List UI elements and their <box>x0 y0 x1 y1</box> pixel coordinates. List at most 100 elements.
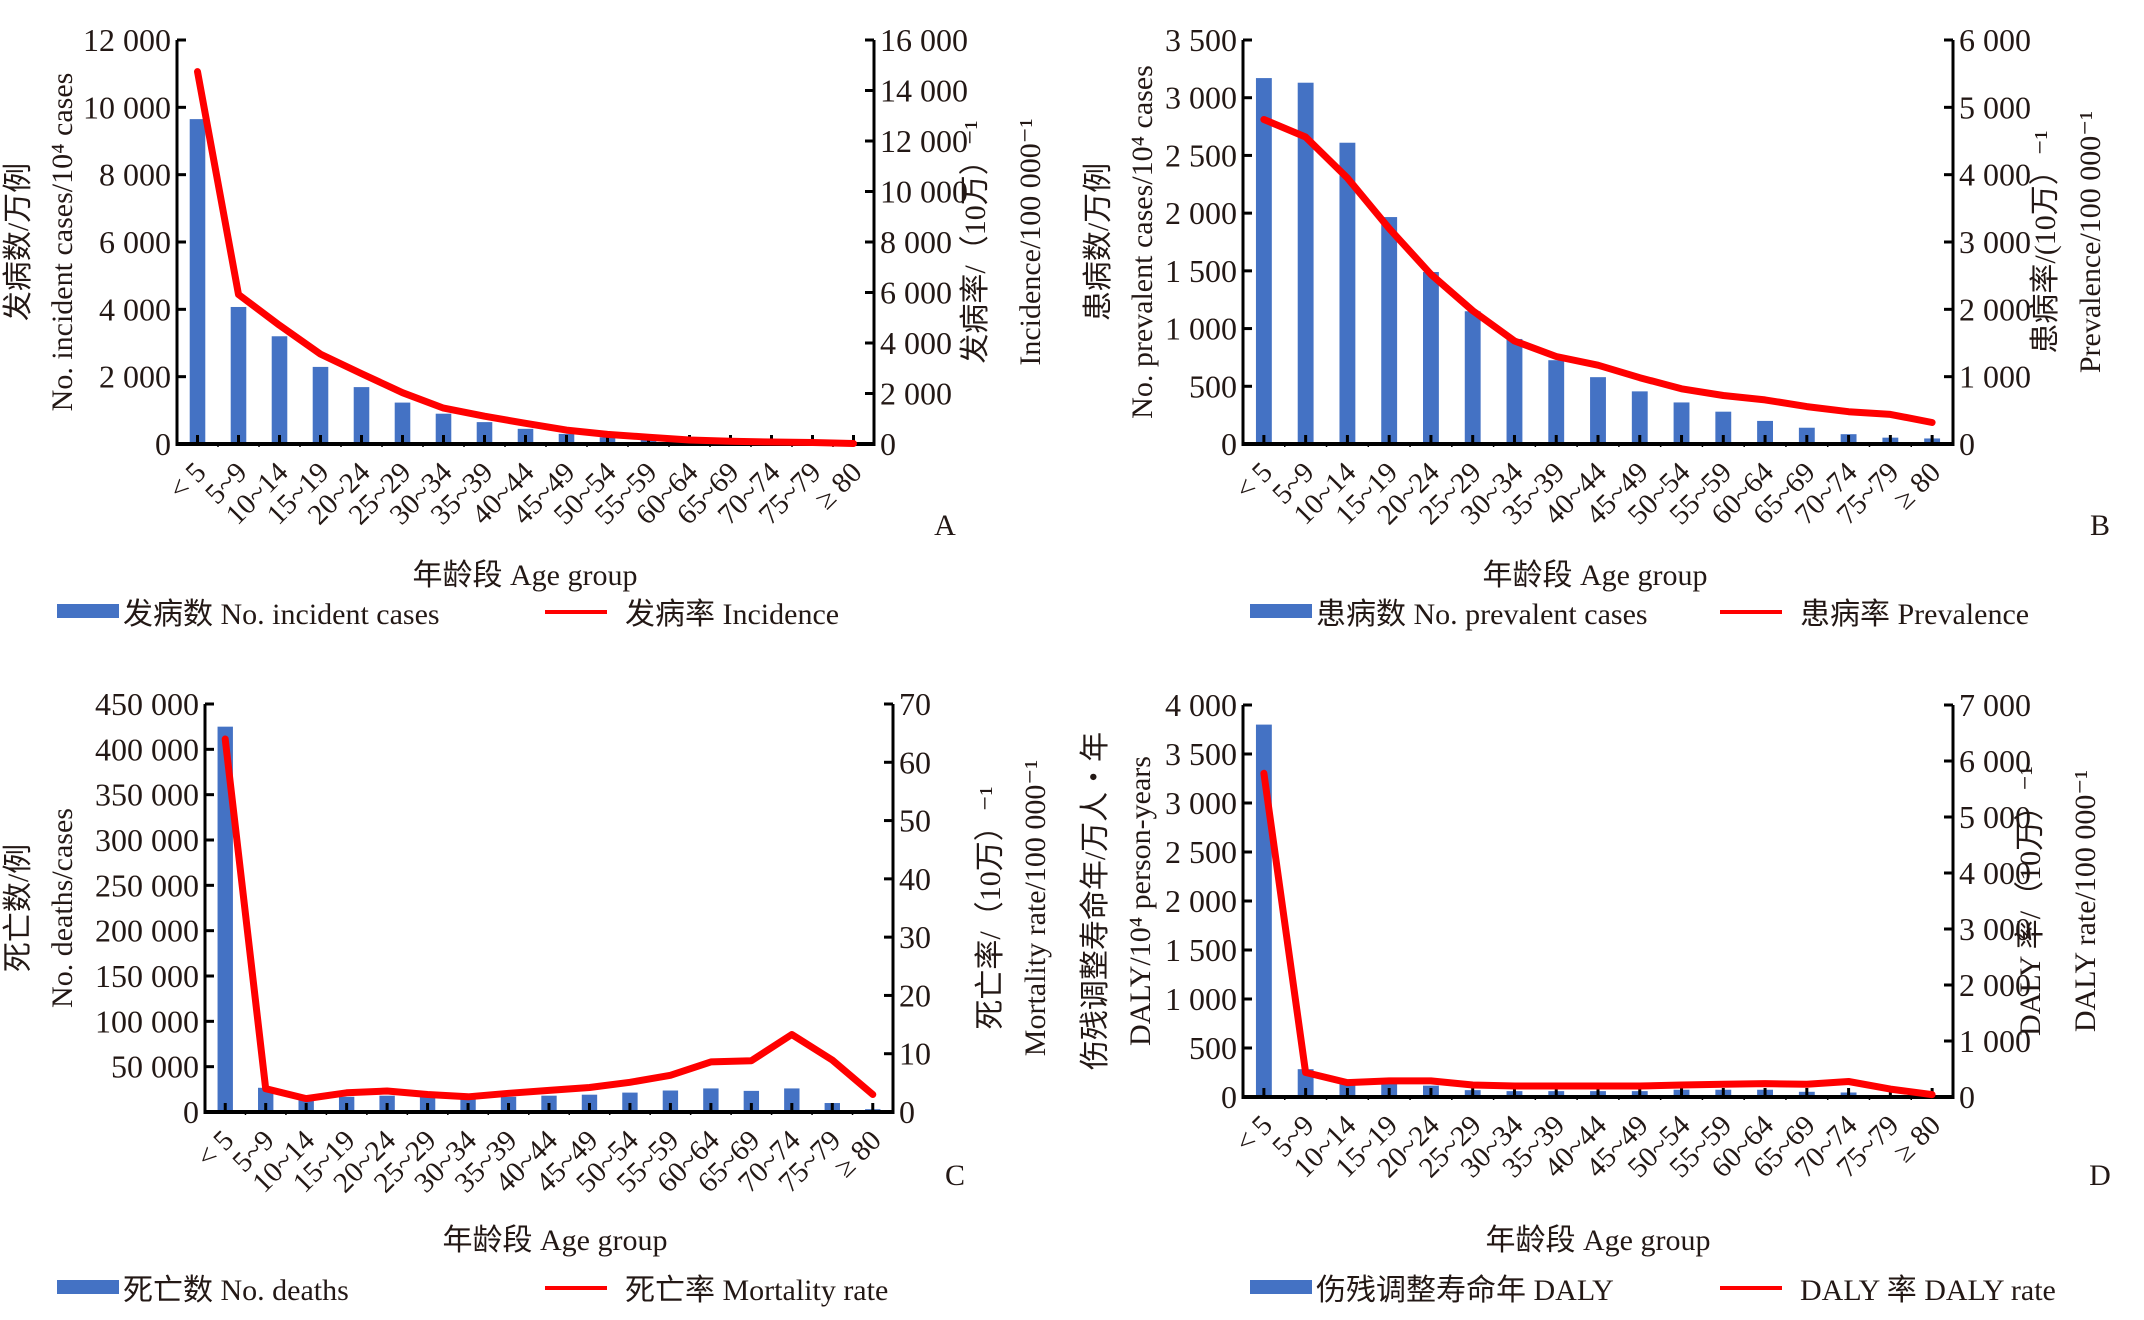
y-tick-label-right: 5 000 <box>1959 799 2031 835</box>
line-series-a <box>194 68 857 447</box>
y-tick-label-right: 10 <box>899 1036 931 1072</box>
bar-5 <box>1255 78 1272 444</box>
y-tick-label-left: 3 500 <box>1165 22 1237 58</box>
panel-a: 0 2 000 4 000 6 000 8 000 10 000 12 000 0 2 000 4… <box>2 22 1047 631</box>
y-tick-label-right: 0 <box>1959 426 1975 462</box>
y-tick-label-right: 30 <box>899 919 931 955</box>
y-tick-label-right: 6 000 <box>1959 743 2031 779</box>
y-axis-title-cn: 伤残调整寿命年/万人・年 <box>1079 732 1112 1070</box>
x-axis-title: 年龄段 Age group <box>413 559 638 592</box>
y-tick-label-left: 250 000 <box>95 867 199 903</box>
y-tick-label-left: 8 000 <box>99 157 171 193</box>
legend-swatch-bar <box>1250 604 1312 618</box>
x-axis-title: 年龄段 Age group <box>443 1224 668 1257</box>
bar-1519 <box>312 366 329 444</box>
y-tick-label-left: 2 000 <box>1165 883 1237 919</box>
panel-b: 0 500 1 000 1 500 2 000 2 500 3 000 3 500 0 1 000… <box>1082 22 2110 631</box>
line-series-d <box>1260 769 1936 1099</box>
y-tick-label-left: 300 000 <box>95 822 199 858</box>
y-tick-label-left: 200 000 <box>95 913 199 949</box>
y-tick-label-right: 14 000 <box>880 73 968 109</box>
legend-label-line: 发病率 Incidence <box>625 598 839 631</box>
y-tick-label-left: 500 <box>1189 1030 1237 1066</box>
y-tick-label-right: 1 000 <box>1959 359 2031 395</box>
y-tick-label-left: 2 000 <box>1165 195 1237 231</box>
bar-3539 <box>476 422 493 444</box>
y-tick-label-right: 4 000 <box>1959 855 2031 891</box>
y-tick-label-left: 6 000 <box>99 224 171 260</box>
y2-axis-title-en: Prevalence/100 000⁻¹ <box>2074 111 2107 373</box>
bar-5 <box>217 726 233 1112</box>
y-tick-label-right: 20 <box>899 977 931 1013</box>
x-tick-label: ≥ 80 <box>1888 1109 1948 1169</box>
panel-c: 0 50 000 100 000 150 000 200 000 250 000 300 0… <box>2 686 1052 1307</box>
y-tick-label-right: 3 000 <box>1959 911 2031 947</box>
y-axis-title-en: DALY/10⁴ person-years <box>1124 756 1157 1046</box>
y-tick-label-left: 4 000 <box>1165 687 1237 723</box>
legend: 患病数 No. prevalent cases 患病率 Prevalence <box>1250 598 2029 631</box>
panel-letter: D <box>2089 1159 2111 1192</box>
x-tick-label: ≥ 80 <box>809 456 869 516</box>
y-tick-label-left: 2 500 <box>1165 834 1237 870</box>
bar-59 <box>230 306 247 444</box>
y-tick-label-left: 1 000 <box>1165 981 1237 1017</box>
bar-6569 <box>743 1090 760 1112</box>
bar-4044 <box>1590 377 1606 444</box>
y-tick-label-left: 1 500 <box>1165 253 1237 289</box>
y-axis-title-cn: 死亡数/例 <box>2 844 35 972</box>
y-tick-label-left: 0 <box>1221 1079 1237 1115</box>
y-tick-label-right: 12 000 <box>880 123 968 159</box>
y-axis-title-en: No. incident cases/10⁴ cases <box>46 73 79 412</box>
panel-letter: A <box>934 509 956 542</box>
x-axis-title: 年龄段 Age group <box>1486 1224 1711 1257</box>
legend-swatch-bar <box>57 1280 119 1294</box>
bar-7074 <box>784 1088 800 1112</box>
panel-letter: C <box>945 1159 965 1192</box>
x-axis-title: 年龄段 Age group <box>1483 559 1708 592</box>
bar-2529 <box>1464 311 1481 444</box>
legend-label-bar: 患病数 No. prevalent cases <box>1316 598 1648 631</box>
y-tick-label-left: 4 000 <box>99 291 171 327</box>
line-series-c <box>221 735 877 1103</box>
y-tick-label-right: 2 000 <box>880 376 952 412</box>
y-tick-label-right: 7 000 <box>1959 687 2031 723</box>
y-tick-label-left: 12 000 <box>83 22 171 58</box>
y-tick-label-right: 0 <box>899 1094 915 1130</box>
y-tick-label-right: 16 000 <box>880 22 968 58</box>
y2-axis-title-cn: DALY 率/（10万）⁻¹ <box>2014 766 2047 1036</box>
y2-axis-title-en: Incidence/100 000⁻¹ <box>1014 118 1047 365</box>
legend-label-bar: 发病数 No. incident cases <box>123 598 440 631</box>
y-tick-label-right: 10 000 <box>880 174 968 210</box>
x-tick-label: < 5 <box>1229 456 1279 506</box>
y-axis-title-en: No. prevalent cases/10⁴ cases <box>1126 65 1159 419</box>
y2-axis-title-cn: 患病率/(10万）⁻¹ <box>2029 130 2062 353</box>
y-tick-label-left: 0 <box>155 426 171 462</box>
bar-1014 <box>1339 142 1356 444</box>
y-tick-label-left: 3 000 <box>1165 785 1237 821</box>
legend: 死亡数 No. deaths 死亡率 Mortality rate <box>57 1274 888 1307</box>
bar-5559 <box>1715 411 1732 444</box>
y-axis-title-en: No. deaths/cases <box>46 808 79 1008</box>
bar-3034 <box>1506 338 1523 444</box>
legend-label-bar: 死亡数 No. deaths <box>123 1274 349 1307</box>
bar-5054 <box>1673 402 1690 444</box>
y-tick-label-left: 3 500 <box>1165 736 1237 772</box>
bar-3539 <box>1548 360 1565 444</box>
y-tick-label-left: 10 000 <box>83 89 171 125</box>
bar-2529 <box>394 402 411 444</box>
bar-2024 <box>353 387 370 444</box>
y-tick-label-right: 8 000 <box>880 224 952 260</box>
y-tick-label-right: 4 000 <box>880 325 952 361</box>
line-series-b <box>1260 116 1936 426</box>
y2-axis-title-cn: 发病率/（10万）⁻¹ <box>959 120 992 363</box>
y2-axis-title-en: Mortality rate/100 000⁻¹ <box>1019 760 1052 1056</box>
y-tick-label-left: 450 000 <box>95 686 199 722</box>
bar-4549 <box>1631 391 1648 444</box>
legend-swatch-bar <box>1250 1280 1312 1294</box>
x-tick-label: ≥ 80 <box>828 1124 888 1184</box>
bar-2024 <box>1423 272 1439 444</box>
y-tick-label-right: 0 <box>880 426 896 462</box>
y-tick-label-left: 50 000 <box>111 1049 199 1085</box>
y-axis-title-cn: 发病数/万例 <box>2 163 35 321</box>
